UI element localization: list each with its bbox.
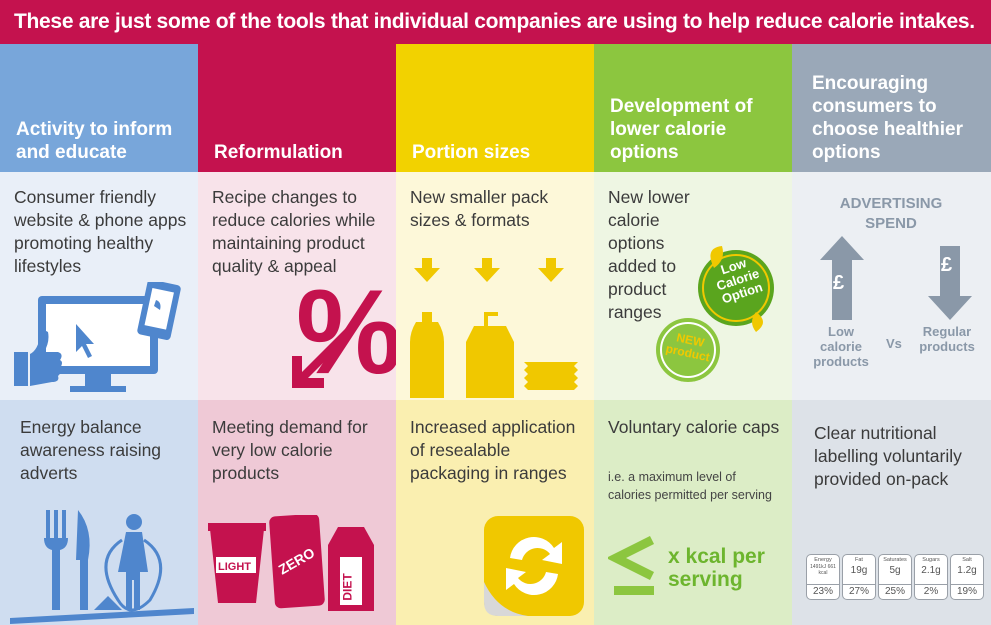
nutrition-item-amount: 2.1g	[921, 565, 941, 576]
panel-text: New lower calorie options added to produ…	[608, 187, 690, 322]
resealable-icon	[484, 516, 584, 616]
light-label: LIGHT	[218, 561, 251, 573]
panel-text: Meeting demand for very low calorie prod…	[212, 417, 368, 483]
column-activity: Activity to inform and educate Consumer …	[0, 44, 198, 625]
nutrition-item: Salt 1.2g 19%	[950, 554, 984, 600]
column-title: Reformulation	[214, 142, 343, 163]
column-title: Encouraging consumers to choose healthie…	[812, 73, 963, 163]
light-zero-diet-products-icon	[208, 515, 374, 611]
panel-text: Energy balance awareness raising adverts	[20, 417, 162, 483]
column-reformulation: Reformulation Recipe changes to reduce c…	[198, 44, 396, 625]
column-bottom-panel: Meeting demand for very low calorie prod…	[198, 400, 396, 625]
nutrition-label: Energy 1491kJ 661 kcal 23% Fat 19g 27% Saturat…	[806, 554, 988, 604]
vs-label: Vs	[886, 336, 902, 351]
nutrition-item-amount: 1.2g	[957, 565, 977, 576]
column-header: Reformulation	[198, 44, 396, 172]
nutrition-item: Energy 1491kJ 661 kcal 23%	[806, 554, 840, 600]
pound-icon: £	[833, 272, 845, 294]
column-middle-panel: Consumer friendly website & phone apps p…	[0, 172, 198, 400]
column-title: Activity to inform and educate	[16, 119, 173, 163]
kcal-per-serving-label: x kcal per serving	[668, 545, 765, 591]
low-calorie-products-label: Low calorie products	[813, 324, 869, 369]
panel-text: Consumer friendly website & phone apps p…	[14, 187, 187, 276]
column-portion-sizes: Portion sizes New smaller pack sizes & f…	[396, 44, 594, 625]
column-header: Development of lower calorie options	[594, 44, 792, 172]
column-bottom-panel: Clear nutritional labelling voluntarily …	[792, 400, 991, 625]
column-bottom-panel: Voluntary calorie caps i.e. a maximum le…	[594, 400, 792, 625]
advertising-spend-label: ADVERTISING SPEND	[839, 195, 943, 232]
pound-icon: £	[941, 254, 953, 276]
down-arrow-pound-icon	[928, 246, 972, 320]
panel-text: Voluntary calorie caps	[608, 417, 780, 437]
nutrition-item-amount: 5g	[889, 565, 901, 576]
column-header: Activity to inform and educate	[0, 44, 198, 172]
panel-text: Increased application of resealable pack…	[410, 417, 576, 483]
nutrition-item-percent: 23%	[807, 584, 839, 599]
diet-label: DIET	[340, 573, 355, 601]
nutrition-item: Sugars 2.1g 2%	[914, 554, 948, 600]
column-title: Portion sizes	[412, 142, 531, 163]
nutrition-item: Fat 19g 27%	[842, 554, 876, 600]
column-header: Encouraging consumers to choose healthie…	[792, 44, 991, 172]
nutrition-item-name: Saturates	[883, 557, 907, 563]
column-middle-panel: Recipe changes to reduce calories while …	[198, 172, 396, 400]
column-bottom-panel: Energy balance awareness raising adverts	[0, 400, 198, 625]
nutrition-item-percent: 25%	[879, 584, 911, 599]
column-title: Development of lower calorie options	[610, 96, 753, 163]
smaller-packs-icon	[410, 258, 578, 398]
column-header: Portion sizes	[396, 44, 594, 172]
low-calorie-badge-icon	[656, 246, 774, 382]
nutrition-item-percent: 27%	[843, 584, 875, 599]
panel-note: i.e. a maximum level of calories permitt…	[608, 470, 772, 502]
nutrition-item-name: Energy	[814, 557, 832, 563]
panel-text: Recipe changes to reduce calories while …	[212, 187, 376, 276]
regular-products-label: Regular products	[919, 324, 975, 354]
column-lower-calorie-options: Development of lower calorie options New…	[594, 44, 792, 625]
column-middle-panel: ADVERTISING SPEND £ £ Low calorie produc…	[792, 172, 991, 400]
less-than-equal-icon	[608, 536, 655, 595]
panel-text: New smaller pack sizes & formats	[410, 187, 549, 230]
nutrition-item-percent: 19%	[951, 584, 983, 599]
monitor-icon	[14, 282, 181, 392]
up-arrow-pound-icon	[820, 236, 864, 320]
column-encouraging-consumers: Encouraging consumers to choose healthie…	[792, 44, 991, 625]
column-bottom-panel: Increased application of resealable pack…	[396, 400, 594, 625]
nutrition-item-name: Fat	[855, 557, 863, 563]
panel-text: Clear nutritional labelling voluntarily …	[814, 423, 962, 489]
nutrition-item-percent: 2%	[915, 584, 947, 599]
column-middle-panel: New smaller pack sizes & formats	[396, 172, 594, 400]
column-middle-panel: New lower calorie options added to produ…	[594, 172, 792, 400]
banner-title: These are just some of the tools that in…	[0, 0, 991, 44]
nutrition-item-amount: 1491kJ 661 kcal	[810, 564, 836, 576]
down-arrow-icon	[292, 326, 354, 388]
nutrition-item-amount: 19g	[850, 565, 868, 576]
nutrition-item: Saturates 5g 25%	[878, 554, 912, 600]
nutrition-item-name: Sugars	[922, 557, 940, 563]
nutrition-item-name: Salt	[962, 557, 972, 563]
fork-knife-skipping-icon	[10, 510, 194, 624]
